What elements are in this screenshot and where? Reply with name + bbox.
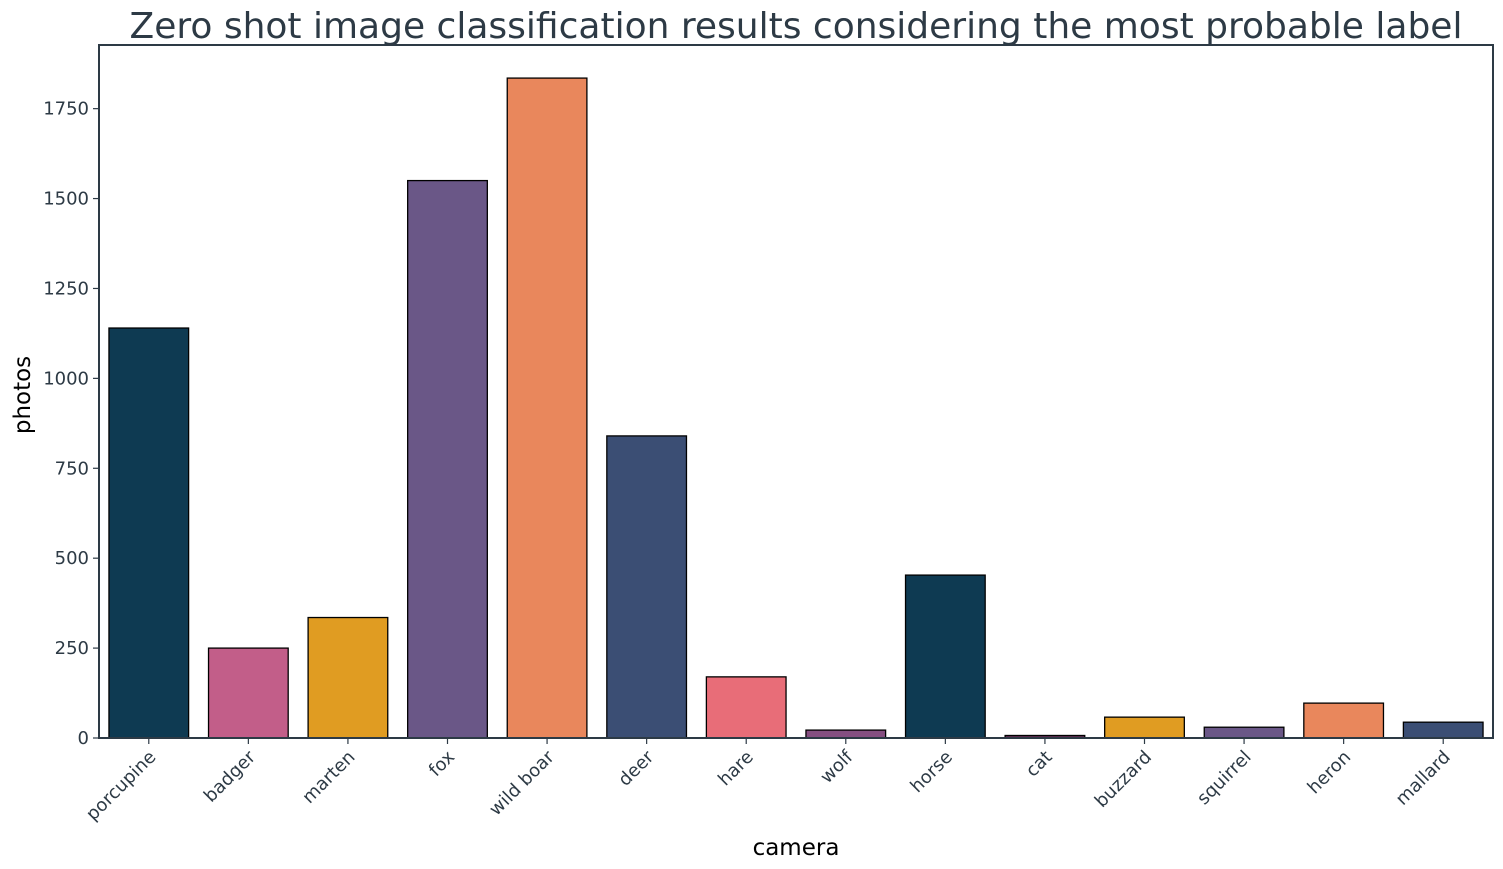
x-tick-label: hare (714, 747, 758, 791)
x-tick-label: buzzard (1091, 747, 1156, 812)
y-tick-label: 0 (78, 728, 89, 749)
x-tick-label: fox (425, 746, 460, 781)
bar-wild-boar (506, 77, 588, 739)
bars-group (108, 77, 1484, 739)
bar-badger (207, 647, 289, 739)
bar-hare (705, 676, 787, 739)
chart-title: Zero shot image classification results c… (130, 6, 1463, 47)
x-tick-label: horse (906, 747, 956, 797)
y-tick-label: 1750 (43, 99, 89, 120)
y-tick-label: 1500 (43, 189, 89, 210)
x-tick-label: wild boar (485, 746, 559, 820)
bar-buzzard (1104, 716, 1185, 739)
x-tick-label: heron (1304, 747, 1356, 799)
y-tick-label: 1250 (43, 278, 89, 299)
y-tick-label: 500 (55, 548, 89, 569)
bar-fox (407, 179, 488, 739)
x-tick-label: deer (614, 746, 658, 790)
y-tick-label: 1000 (43, 368, 89, 389)
x-tick-label: wolf (816, 746, 858, 788)
y-tick-label: 750 (55, 458, 89, 479)
x-tick-label: squirrel (1193, 747, 1256, 810)
bar-marten (307, 616, 389, 739)
x-axis-ticks: porcupine badger marten fox wild boar deer har… (82, 738, 1455, 825)
bar-wolf (805, 729, 887, 739)
y-tick-label: 250 (55, 638, 89, 659)
x-axis-label: camera (753, 835, 840, 861)
bar-deer (606, 435, 688, 739)
bar-mallard (1402, 721, 1484, 739)
x-tick-label: cat (1022, 747, 1057, 782)
bar-squirrel (1203, 726, 1285, 739)
y-axis-label: photos (10, 356, 36, 434)
bar-horse (904, 574, 986, 739)
x-tick-label: mallard (1392, 747, 1455, 810)
x-tick-label: porcupine (82, 747, 160, 825)
x-tick-label: marten (298, 747, 359, 808)
y-axis-ticks: 0 250 500 750 1000 1250 1500 1750 (43, 99, 99, 749)
plot-frame (98, 44, 1494, 739)
bar-heron (1303, 702, 1385, 739)
x-tick-label: badger (200, 746, 260, 806)
bar-porcupine (108, 327, 190, 739)
